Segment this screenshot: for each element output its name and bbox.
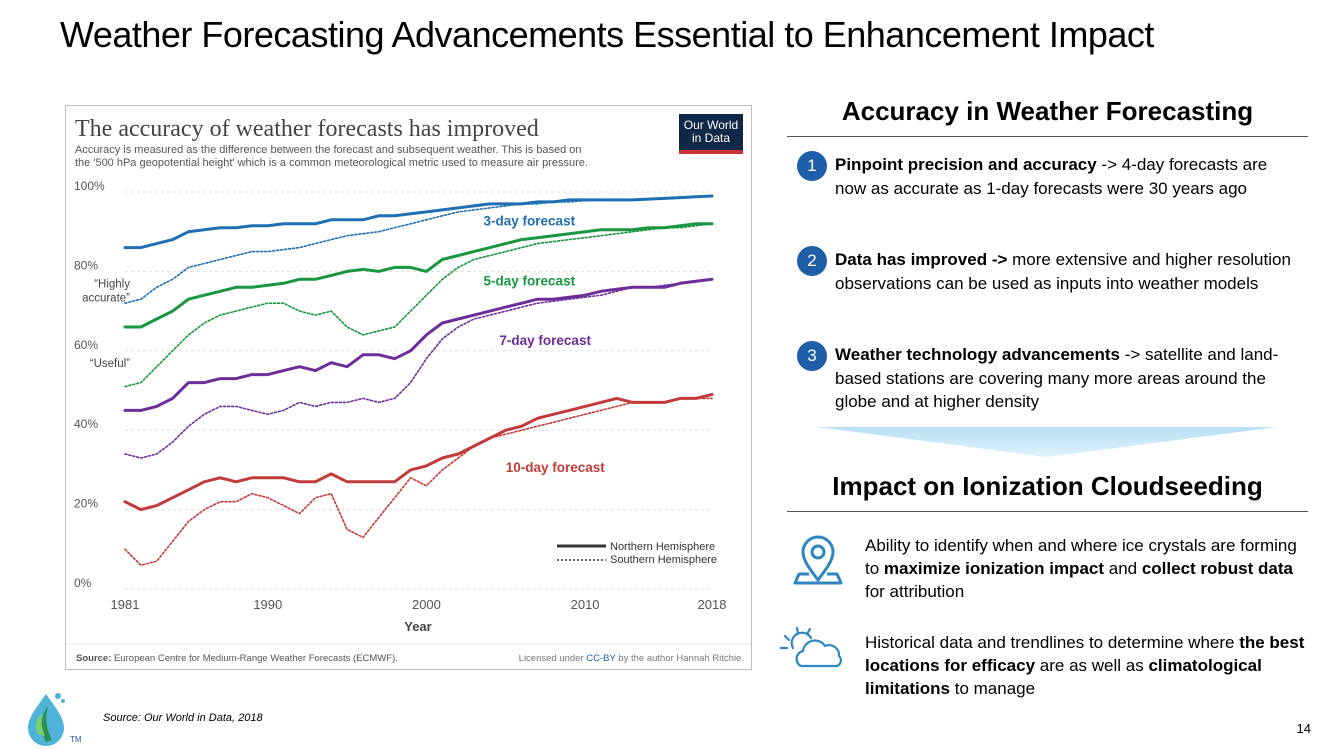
y-tick-label: 40% bbox=[74, 417, 98, 431]
y-annotation: accurate” bbox=[82, 292, 130, 304]
accuracy-divider bbox=[787, 136, 1308, 137]
accuracy-chart: The accuracy of weather forecasts has im… bbox=[65, 105, 752, 670]
10-day-forecast-southern-line bbox=[124, 397, 713, 567]
y-tick-label: 100% bbox=[74, 179, 105, 193]
chart-subtitle-2: the '500 hPa geopotential height' which … bbox=[75, 157, 588, 169]
x-tick-label: 1990 bbox=[253, 597, 282, 612]
number-badge: 3 bbox=[797, 341, 827, 371]
5-day-forecast-southern-line bbox=[124, 223, 713, 388]
x-tick-label: 1981 bbox=[111, 597, 140, 612]
sun-cloud-icon bbox=[779, 626, 842, 668]
legend-northern: Northern Hemisphere bbox=[610, 541, 715, 553]
x-tick-label: 2000 bbox=[412, 597, 441, 612]
trademark: TM bbox=[70, 735, 82, 744]
chart-license: Licensed under CC-BY by the author Hanna… bbox=[519, 653, 744, 664]
y-annotation: “Highly bbox=[94, 278, 130, 290]
accuracy-item-text: Weather technology advancements -> satel… bbox=[835, 345, 1279, 411]
accuracy-item-text: Pinpoint precision and accuracy -> 4-day… bbox=[835, 155, 1268, 198]
series-label: 7-day forecast bbox=[499, 333, 591, 348]
chart-source: Source: European Centre for Medium-Range… bbox=[76, 653, 398, 664]
source-note: Source: Our World in Data, 2018 bbox=[103, 712, 263, 724]
slide-title: Weather Forecasting Advancements Essenti… bbox=[60, 14, 1154, 55]
company-logo: TM bbox=[28, 693, 82, 746]
x-axis-label: Year bbox=[404, 619, 431, 634]
7-day-forecast-southern-line bbox=[124, 278, 713, 459]
number-badge: 1 bbox=[797, 151, 827, 181]
series-label: 5-day forecast bbox=[484, 273, 576, 288]
accuracy-heading: Accuracy in Weather Forecasting bbox=[841, 96, 1254, 126]
10-day-forecast-northern-line bbox=[123, 393, 714, 512]
down-arrow-band bbox=[817, 427, 1277, 457]
impact-divider bbox=[787, 511, 1308, 512]
owid-logo-line1: Our World bbox=[683, 118, 739, 132]
impact-item-text: Ability to identify when and where ice c… bbox=[865, 536, 1297, 601]
owid-logo-line2: in Data bbox=[691, 131, 731, 145]
series-label: 3-day forecast bbox=[484, 214, 576, 229]
chart-title: The accuracy of weather forecasts has im… bbox=[75, 116, 539, 142]
x-tick-label: 2018 bbox=[698, 597, 727, 612]
cc-by-link[interactable]: CC-BY bbox=[586, 653, 616, 664]
y-tick-label: 20% bbox=[74, 497, 98, 511]
y-tick-label: 0% bbox=[74, 576, 92, 590]
chart-svg: The accuracy of weather forecasts has im… bbox=[66, 116, 751, 664]
accuracy-item-text: Data has improved -> more extensive and … bbox=[835, 250, 1291, 293]
location-pin-icon bbox=[793, 535, 843, 585]
impact-item-text: Historical data and trendlines to determ… bbox=[865, 633, 1305, 698]
x-tick-label: 2010 bbox=[571, 597, 600, 612]
impact-heading: Impact on Ionization Cloudseeding bbox=[832, 471, 1263, 501]
y-tick-label: 80% bbox=[74, 258, 98, 272]
y-tick-label: 60% bbox=[74, 338, 98, 352]
owid-logo: Our World in Data bbox=[679, 114, 743, 154]
3-day-forecast-southern-line bbox=[124, 195, 713, 304]
legend-southern: Southern Hemisphere bbox=[610, 554, 717, 566]
series-label: 10-day forecast bbox=[506, 460, 606, 475]
page-number: 14 bbox=[1296, 721, 1311, 736]
5-day-forecast-northern-line bbox=[123, 222, 714, 329]
y-annotation: “Useful” bbox=[90, 358, 130, 370]
number-badge: 2 bbox=[797, 246, 827, 276]
chart-subtitle-1: Accuracy is measured as the difference b… bbox=[75, 144, 582, 156]
7-day-forecast-northern-line bbox=[123, 277, 714, 412]
